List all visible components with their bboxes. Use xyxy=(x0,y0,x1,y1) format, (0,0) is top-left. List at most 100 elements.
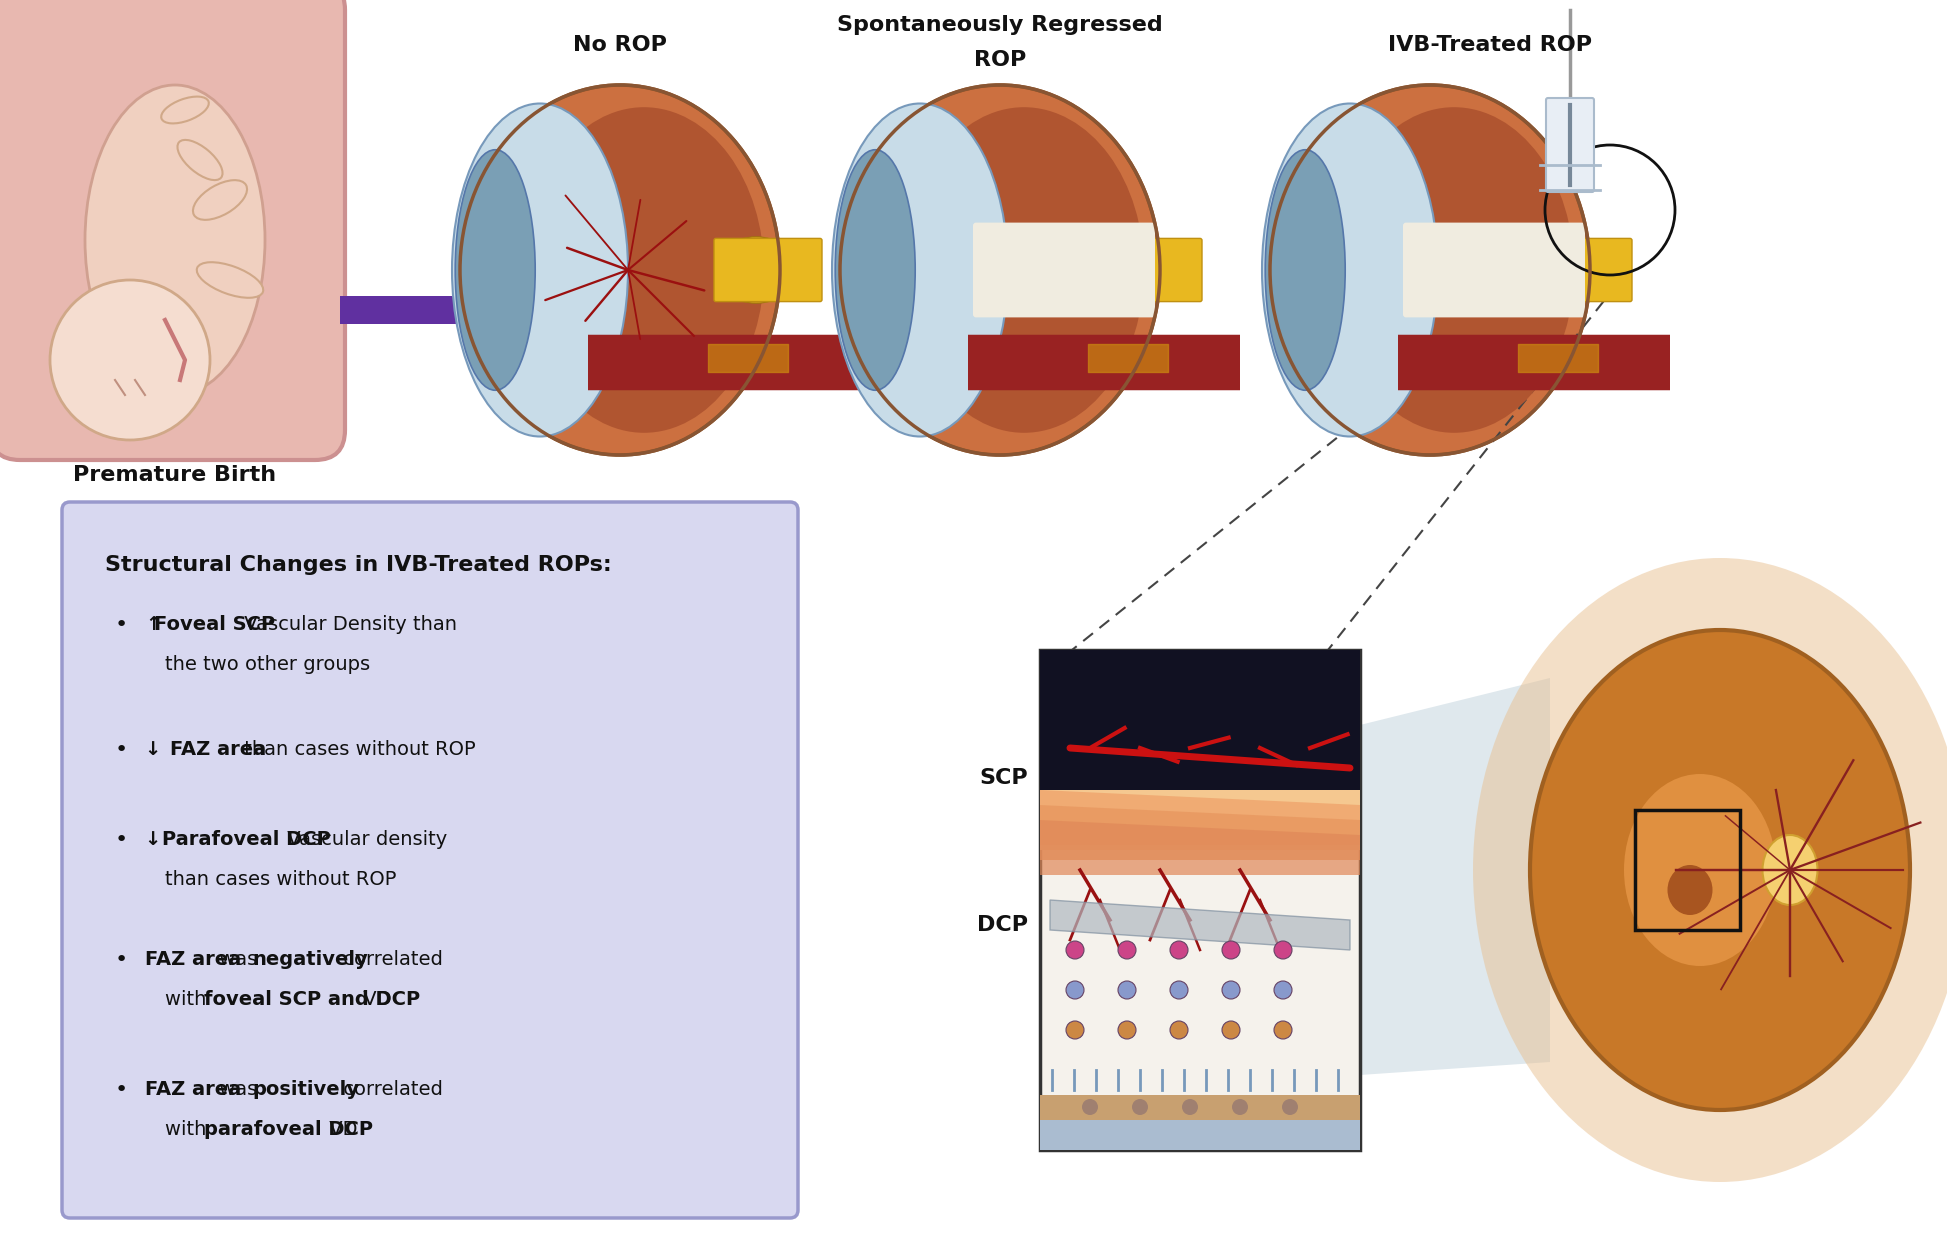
Text: parafoveal DCP: parafoveal DCP xyxy=(204,1121,374,1139)
FancyBboxPatch shape xyxy=(588,335,861,390)
Circle shape xyxy=(1232,1099,1248,1115)
Circle shape xyxy=(1223,1021,1240,1039)
Ellipse shape xyxy=(831,103,1009,437)
Text: negatively: negatively xyxy=(251,951,368,969)
Text: ↓: ↓ xyxy=(144,830,167,849)
Ellipse shape xyxy=(193,180,247,220)
Circle shape xyxy=(1223,940,1240,959)
Polygon shape xyxy=(1361,679,1550,1075)
Text: FAZ area: FAZ area xyxy=(144,951,241,969)
Circle shape xyxy=(1067,981,1084,998)
Ellipse shape xyxy=(459,86,781,454)
Ellipse shape xyxy=(86,86,265,395)
Circle shape xyxy=(1273,981,1293,998)
FancyBboxPatch shape xyxy=(1040,650,1361,789)
FancyBboxPatch shape xyxy=(1546,98,1595,193)
Circle shape xyxy=(1170,981,1188,998)
Ellipse shape xyxy=(177,140,222,180)
FancyBboxPatch shape xyxy=(715,238,822,302)
Ellipse shape xyxy=(1269,86,1591,454)
Text: •: • xyxy=(115,614,129,635)
Text: •: • xyxy=(115,951,129,969)
Ellipse shape xyxy=(1667,865,1713,915)
Circle shape xyxy=(1170,1021,1188,1039)
Polygon shape xyxy=(1040,805,1361,860)
Text: Foveal SCP: Foveal SCP xyxy=(154,614,275,635)
Ellipse shape xyxy=(524,107,763,433)
Circle shape xyxy=(1273,940,1293,959)
Text: Spontaneously Regressed: Spontaneously Regressed xyxy=(837,15,1162,35)
Circle shape xyxy=(1067,1021,1084,1039)
Text: was: was xyxy=(212,1080,263,1099)
Ellipse shape xyxy=(162,97,208,123)
Text: VD: VD xyxy=(323,1121,358,1139)
Ellipse shape xyxy=(835,150,915,390)
Circle shape xyxy=(1131,1099,1149,1115)
Text: correlated: correlated xyxy=(337,1080,442,1099)
Ellipse shape xyxy=(1624,774,1776,966)
Text: Vascular Density than: Vascular Density than xyxy=(238,614,458,635)
Circle shape xyxy=(1118,1021,1135,1039)
Ellipse shape xyxy=(1096,237,1176,303)
Text: IVB-Treated ROP: IVB-Treated ROP xyxy=(1388,35,1593,55)
FancyArrow shape xyxy=(341,282,520,337)
Text: No ROP: No ROP xyxy=(572,35,668,55)
Polygon shape xyxy=(1049,900,1349,951)
Text: VD: VD xyxy=(356,990,391,1008)
Text: Parafoveal DCP: Parafoveal DCP xyxy=(162,830,331,849)
Ellipse shape xyxy=(903,107,1145,433)
Text: SCP: SCP xyxy=(979,768,1028,788)
FancyBboxPatch shape xyxy=(1040,650,1361,1149)
Ellipse shape xyxy=(716,237,796,303)
Text: Premature Birth: Premature Birth xyxy=(74,465,276,485)
Circle shape xyxy=(1182,1099,1197,1115)
Ellipse shape xyxy=(1266,150,1345,390)
Circle shape xyxy=(1083,1099,1098,1115)
FancyBboxPatch shape xyxy=(62,502,798,1217)
Circle shape xyxy=(1223,981,1240,998)
FancyBboxPatch shape xyxy=(974,223,1155,317)
Circle shape xyxy=(1273,1021,1293,1039)
Ellipse shape xyxy=(1334,107,1573,433)
Ellipse shape xyxy=(1262,103,1439,437)
Text: ↑: ↑ xyxy=(144,614,162,635)
Text: than cases without ROP: than cases without ROP xyxy=(165,870,397,889)
Ellipse shape xyxy=(197,262,263,298)
Circle shape xyxy=(1170,940,1188,959)
Text: FAZ area: FAZ area xyxy=(144,1080,241,1099)
FancyBboxPatch shape xyxy=(1040,1121,1361,1149)
Text: the two other groups: the two other groups xyxy=(165,655,370,674)
FancyBboxPatch shape xyxy=(1094,238,1201,302)
Text: with: with xyxy=(165,990,212,1008)
Text: FAZ area: FAZ area xyxy=(171,740,267,759)
Ellipse shape xyxy=(1474,558,1947,1182)
Text: with: with xyxy=(165,1121,212,1139)
Text: Vascular density: Vascular density xyxy=(280,830,448,849)
FancyBboxPatch shape xyxy=(1040,789,1361,850)
Text: •: • xyxy=(115,830,129,850)
Ellipse shape xyxy=(1762,835,1817,905)
FancyBboxPatch shape xyxy=(1525,238,1632,302)
Polygon shape xyxy=(1040,789,1361,845)
Text: positively: positively xyxy=(251,1080,358,1099)
Text: ↓: ↓ xyxy=(144,740,175,759)
Circle shape xyxy=(1067,940,1084,959)
Text: Structural Changes in IVB-Treated ROPs:: Structural Changes in IVB-Treated ROPs: xyxy=(105,555,611,575)
FancyBboxPatch shape xyxy=(0,0,345,460)
Circle shape xyxy=(1281,1099,1299,1115)
Text: foveal SCP and DCP: foveal SCP and DCP xyxy=(204,990,421,1008)
Ellipse shape xyxy=(1526,237,1606,303)
Text: was: was xyxy=(212,951,263,969)
Ellipse shape xyxy=(456,150,535,390)
Text: correlated: correlated xyxy=(337,951,442,969)
Text: •: • xyxy=(115,740,129,760)
Text: than cases without ROP: than cases without ROP xyxy=(238,740,477,759)
FancyBboxPatch shape xyxy=(1040,1095,1361,1121)
Ellipse shape xyxy=(839,86,1160,454)
FancyBboxPatch shape xyxy=(968,335,1240,390)
Text: •: • xyxy=(115,1080,129,1100)
FancyBboxPatch shape xyxy=(1398,335,1671,390)
Circle shape xyxy=(1118,940,1135,959)
FancyBboxPatch shape xyxy=(1404,223,1585,317)
Polygon shape xyxy=(1040,820,1361,875)
